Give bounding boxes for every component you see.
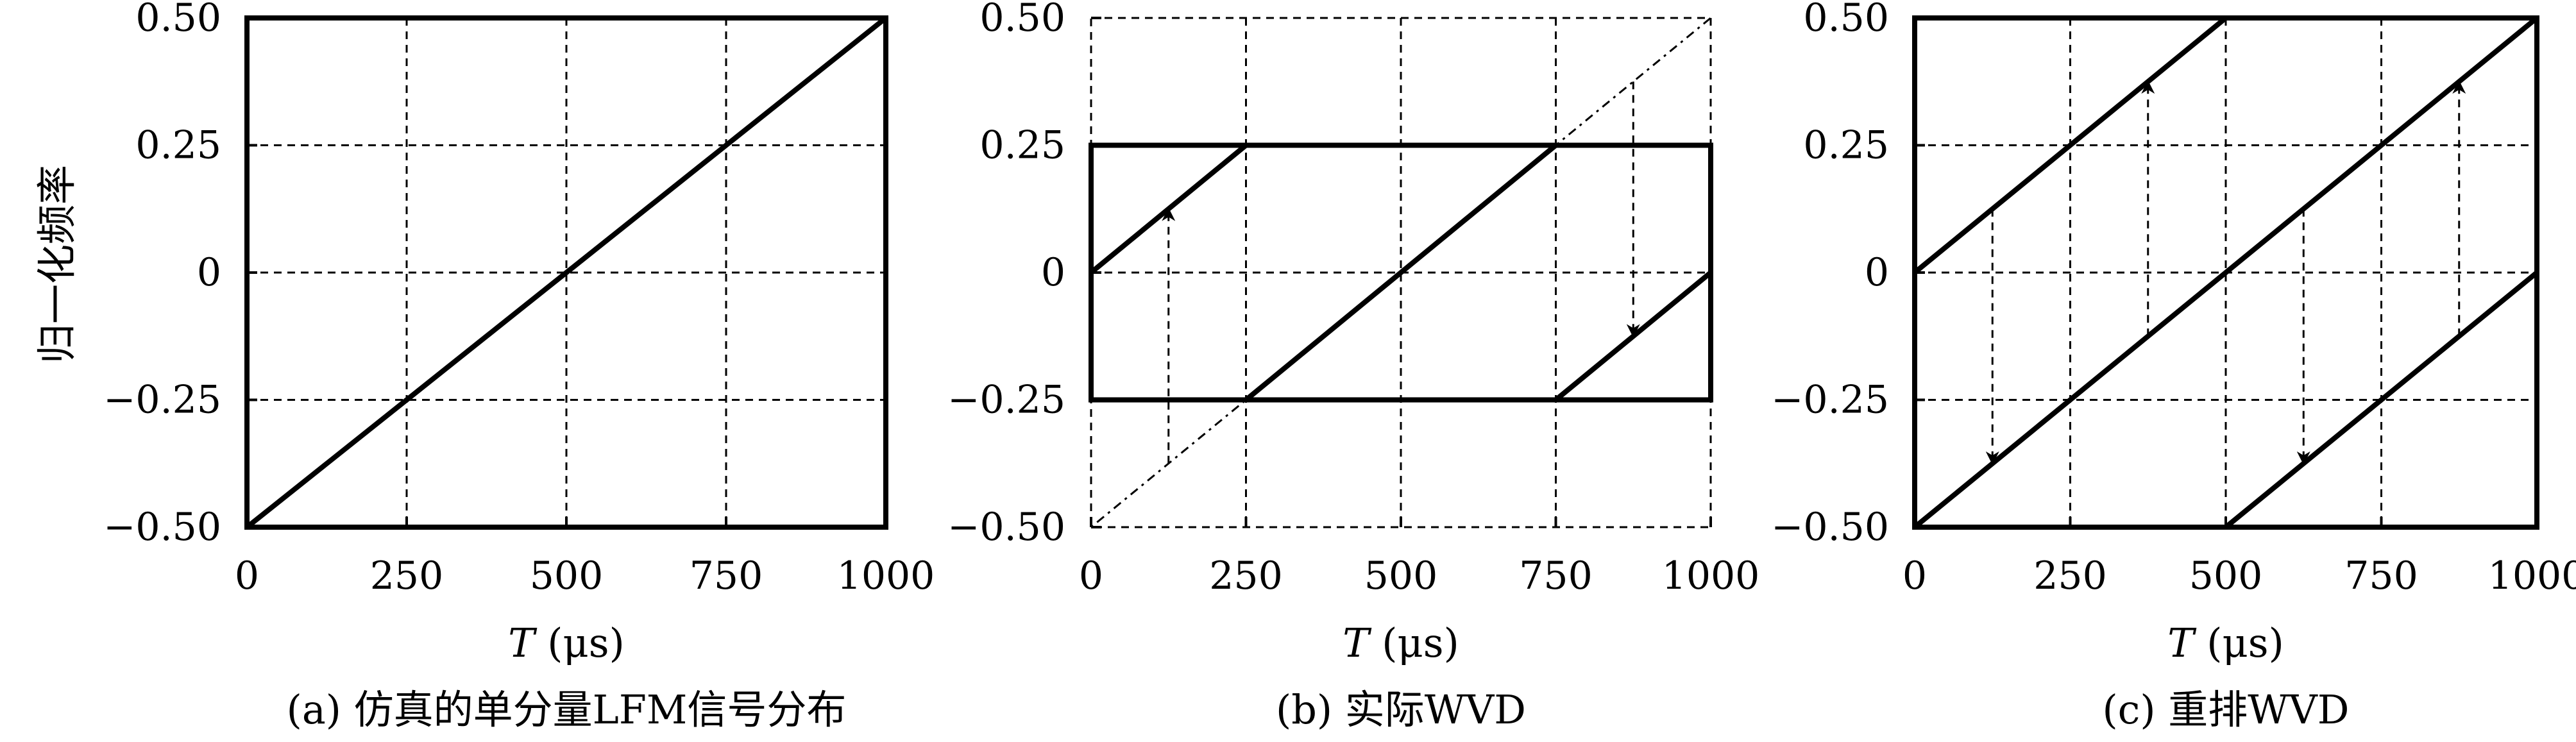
y-tick-label: −0.25	[947, 378, 1065, 423]
x-tick-label: 0	[235, 553, 259, 598]
x-tick-label: 1000	[837, 553, 935, 598]
panel-caption: (c) 重排WVD	[2102, 686, 2349, 733]
x-axis-variable: T	[1343, 620, 1372, 666]
x-axis-unit: (μs)	[535, 620, 625, 666]
x-axis-unit: (μs)	[1369, 620, 1459, 666]
x-axis-label: T (μs)	[1343, 620, 1459, 666]
y-tick-label: −0.25	[1771, 378, 1889, 423]
x-tick-label: 500	[530, 553, 604, 598]
y-tick-label: 0.50	[1803, 0, 1889, 40]
x-tick-label: 0	[1079, 553, 1103, 598]
x-axis-label: T (μs)	[508, 620, 625, 666]
panel-caption: (b) 实际WVD	[1276, 686, 1526, 733]
y-tick-label: −0.50	[947, 505, 1065, 550]
series-line	[245, 15, 888, 530]
series-line	[1913, 15, 2228, 275]
x-tick-label: 750	[690, 553, 763, 598]
y-tick-label: −0.50	[1771, 505, 1889, 550]
y-tick-label: 0.25	[1803, 123, 1889, 168]
plot-frame	[1090, 17, 1712, 528]
panel-caption: (a) 仿真的单分量LFM信号分布	[287, 686, 847, 733]
x-axis-unit: (μs)	[2194, 620, 2284, 666]
series-line	[2224, 270, 2539, 530]
x-tick-label: 1000	[2488, 553, 2576, 598]
y-tick-label: 0	[197, 250, 221, 295]
x-axis-label: T (μs)	[2167, 620, 2284, 666]
y-tick-label: 0	[1865, 250, 1889, 295]
y-tick-label: 0.50	[135, 0, 221, 40]
x-tick-label: 1000	[1662, 553, 1760, 598]
x-tick-label: 500	[1364, 553, 1438, 598]
x-tick-label: 250	[370, 553, 444, 598]
y-tick-label: 0.25	[979, 123, 1065, 168]
y-tick-label: −0.25	[103, 378, 221, 423]
x-tick-label: 750	[1519, 553, 1593, 598]
y-tick-label: −0.50	[103, 505, 221, 550]
x-tick-label: 0	[1902, 553, 1927, 598]
x-tick-label: 250	[2033, 553, 2107, 598]
series-line	[1244, 143, 1558, 402]
y-tick-label: 0.25	[135, 123, 221, 168]
x-tick-label: 750	[2344, 553, 2418, 598]
series-line	[1913, 15, 2539, 530]
y-tick-label: 0.50	[979, 0, 1065, 40]
x-axis-variable: T	[2167, 620, 2197, 666]
x-axis-variable: T	[508, 620, 538, 666]
y-axis-label: 归一化频率	[33, 165, 80, 364]
x-tick-label: 500	[2189, 553, 2263, 598]
x-tick-label: 250	[1209, 553, 1283, 598]
y-tick-label: 0	[1041, 250, 1065, 295]
